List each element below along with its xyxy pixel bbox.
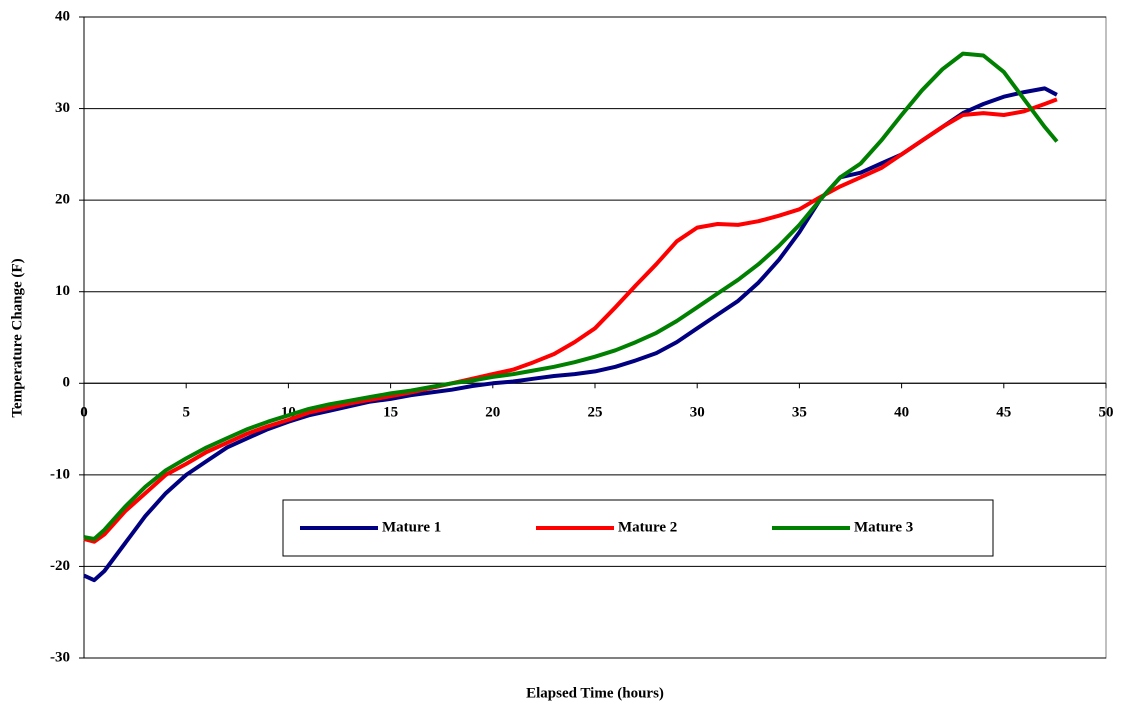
data-line — [83, 97, 1058, 544]
legend-label: Mature 1 — [382, 519, 441, 535]
x-tick-label: 15 — [383, 405, 398, 421]
x-tick-label: 40 — [894, 405, 909, 421]
y-tick-label: -30 — [50, 649, 70, 665]
x-tick-label: 30 — [690, 405, 705, 421]
x-tick-label: 50 — [1099, 405, 1114, 421]
legend-label: Mature 2 — [618, 519, 677, 535]
x-axis-title: Elapsed Time (hours) — [526, 685, 664, 701]
x-tick-label: 25 — [588, 405, 603, 421]
y-tick-label: 20 — [55, 192, 70, 208]
y-tick-label: 30 — [55, 100, 70, 116]
x-tick-label: 20 — [485, 405, 500, 421]
y-axis-title: Temperature Change (F) — [9, 258, 25, 417]
x-tick-label: 35 — [792, 405, 807, 421]
data-line — [83, 51, 1059, 541]
legend-label: Mature 3 — [854, 519, 913, 535]
y-tick-label: -20 — [50, 558, 70, 574]
y-tick-label: -10 — [50, 466, 70, 482]
x-tick-label: 45 — [996, 405, 1011, 421]
x-tick-label: 0 — [80, 405, 88, 421]
y-tick-label: 10 — [55, 283, 70, 299]
y-tick-label: 40 — [55, 8, 70, 24]
y-tick-label: 0 — [63, 375, 71, 391]
legend-box — [282, 499, 994, 557]
x-tick-label: 5 — [182, 405, 190, 421]
legend: Mature 1 Mature 2 Mature 3 — [282, 499, 994, 557]
plot-area — [83, 16, 1107, 659]
